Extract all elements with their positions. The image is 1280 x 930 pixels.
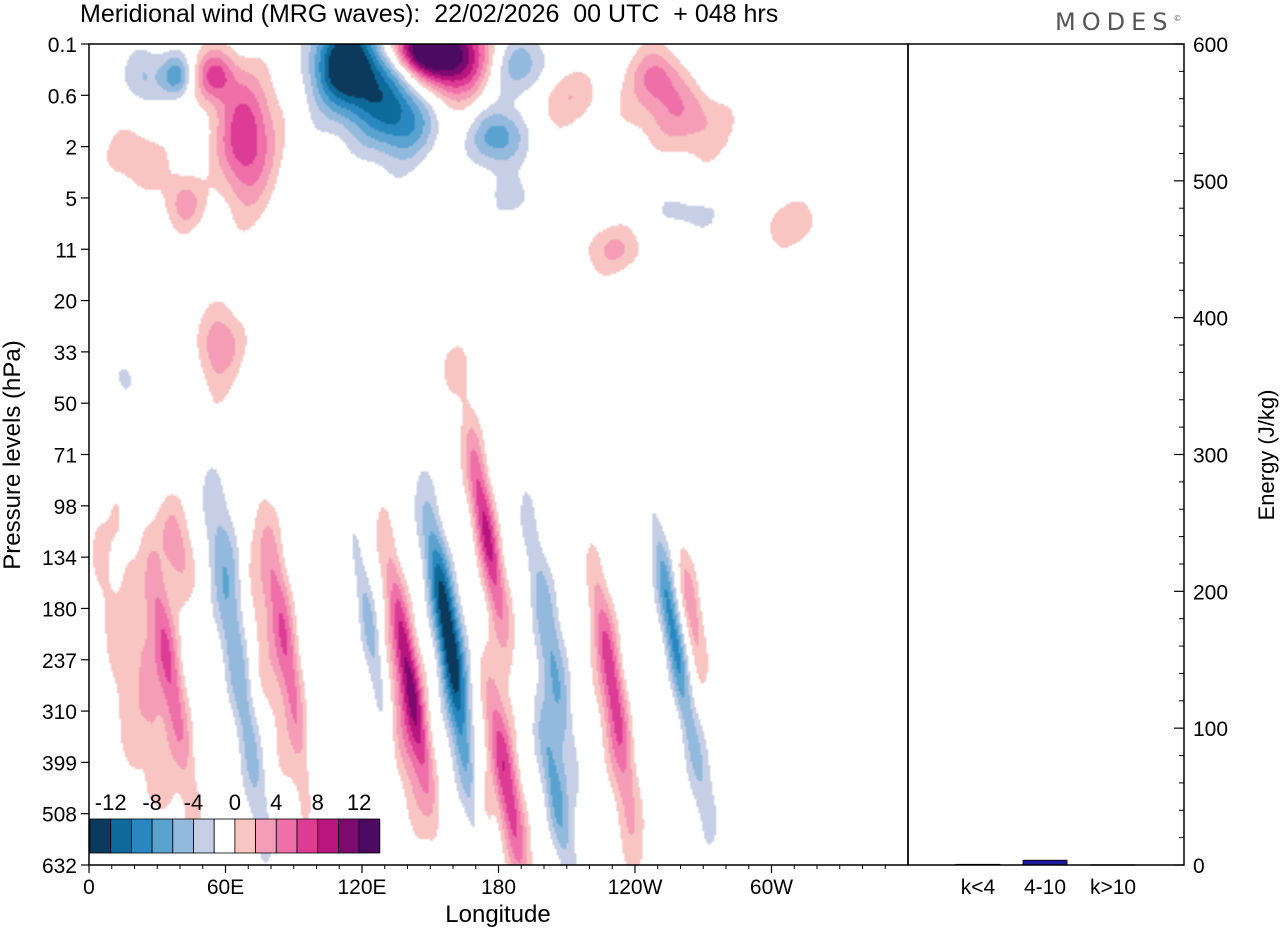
colorbar-tick-label: 8 bbox=[312, 790, 324, 815]
x-tick-label: 120E bbox=[337, 876, 386, 899]
y-axis: 0.1 0.6 2 5 11 20 33 50 71 98 134 180 237 310 399 508 63… bbox=[42, 34, 89, 878]
y-tick-label: 71 bbox=[54, 445, 77, 468]
x-tick-label: 120W bbox=[608, 876, 663, 899]
y-tick-label: 2 bbox=[65, 137, 77, 160]
copyright-mark: © bbox=[1173, 14, 1182, 23]
colorbar-swatch bbox=[317, 818, 339, 854]
x-tick-label: 180 bbox=[481, 876, 516, 899]
y-axis-label: Pressure levels (hPa) bbox=[0, 340, 26, 569]
colorbar-swatch bbox=[89, 818, 112, 854]
colorbar-swatch bbox=[255, 818, 277, 854]
colorbar bbox=[89, 818, 381, 854]
colorbar-swatch bbox=[172, 818, 194, 854]
energy-tick-label: 300 bbox=[1193, 445, 1228, 468]
energy-category-label: k<4 bbox=[961, 876, 996, 899]
colorbar-swatch bbox=[213, 818, 236, 854]
y-tick-label: 20 bbox=[54, 291, 77, 314]
y-tick-label: 50 bbox=[54, 393, 77, 416]
colorbar-swatch bbox=[234, 818, 256, 854]
colorbar-tick-label: -12 bbox=[95, 790, 127, 815]
y-tick-label: 5 bbox=[65, 188, 77, 211]
colorbar-tick-label: -4 bbox=[184, 790, 204, 815]
y-tick-label: 0.6 bbox=[48, 85, 77, 108]
energy-tick-label: 200 bbox=[1193, 581, 1228, 604]
x-tick-label: 0 bbox=[83, 876, 95, 899]
energy-bars: k<4 4-10 k>10 bbox=[955, 859, 1136, 899]
x-axis: 0 60E 120E 180 120W 60W bbox=[83, 865, 886, 899]
energy-tick-label: 500 bbox=[1193, 171, 1228, 194]
x-tick-label: 60E bbox=[207, 876, 244, 899]
y-tick-label: 180 bbox=[42, 598, 77, 621]
colorbar-swatch bbox=[193, 818, 215, 854]
chart-title: Meridional wind (MRG waves): 22/02/2026 … bbox=[80, 0, 779, 28]
y-tick-label: 33 bbox=[54, 342, 77, 365]
energy-tick-label: 400 bbox=[1193, 308, 1228, 331]
energy-axis: 0 100 200 300 400 500 600 bbox=[1174, 34, 1228, 878]
y-tick-label: 98 bbox=[54, 496, 77, 519]
energy-category-label: 4-10 bbox=[1024, 876, 1066, 899]
colorbar-swatch bbox=[275, 818, 298, 854]
colorbar-swatch bbox=[296, 818, 319, 854]
x-axis-label: Longitude bbox=[445, 901, 550, 928]
colorbar-tick-label: -8 bbox=[142, 790, 162, 815]
colorbar-swatch bbox=[130, 818, 153, 854]
colorbar-tick-label: 4 bbox=[270, 790, 282, 815]
y-tick-label: 508 bbox=[42, 804, 77, 827]
y-tick-label: 134 bbox=[42, 547, 77, 570]
modes-logo: MODES© bbox=[1055, 8, 1181, 36]
colorbar-swatch bbox=[110, 818, 132, 854]
colorbar-tick-label: 12 bbox=[347, 790, 371, 815]
energy-tick-label: 100 bbox=[1193, 718, 1228, 741]
colorbar-swatch bbox=[358, 818, 381, 854]
wind-contour-field bbox=[89, 44, 908, 865]
colorbar-tick-label: 0 bbox=[229, 790, 241, 815]
colorbar-swatch bbox=[151, 818, 174, 854]
energy-category-label: k>10 bbox=[1090, 876, 1136, 899]
energy-tick-label: 0 bbox=[1193, 855, 1205, 878]
logo-text: MODES bbox=[1055, 8, 1174, 36]
y-tick-label: 310 bbox=[42, 701, 77, 724]
energy-axis-label: Energy (J/kg) bbox=[1254, 390, 1279, 521]
energy-plot-frame bbox=[907, 43, 1185, 866]
y-tick-label: 632 bbox=[42, 855, 77, 878]
colorbar-swatch bbox=[337, 818, 360, 854]
x-tick-label: 60W bbox=[750, 876, 793, 899]
y-tick-label: 399 bbox=[42, 752, 77, 775]
y-tick-label: 0.1 bbox=[48, 34, 77, 57]
y-tick-label: 11 bbox=[55, 239, 77, 262]
y-tick-label: 237 bbox=[42, 650, 77, 673]
colorbar-labels: -12 -8 -4 0 4 8 12 bbox=[95, 790, 372, 815]
energy-tick-label: 600 bbox=[1193, 34, 1228, 57]
